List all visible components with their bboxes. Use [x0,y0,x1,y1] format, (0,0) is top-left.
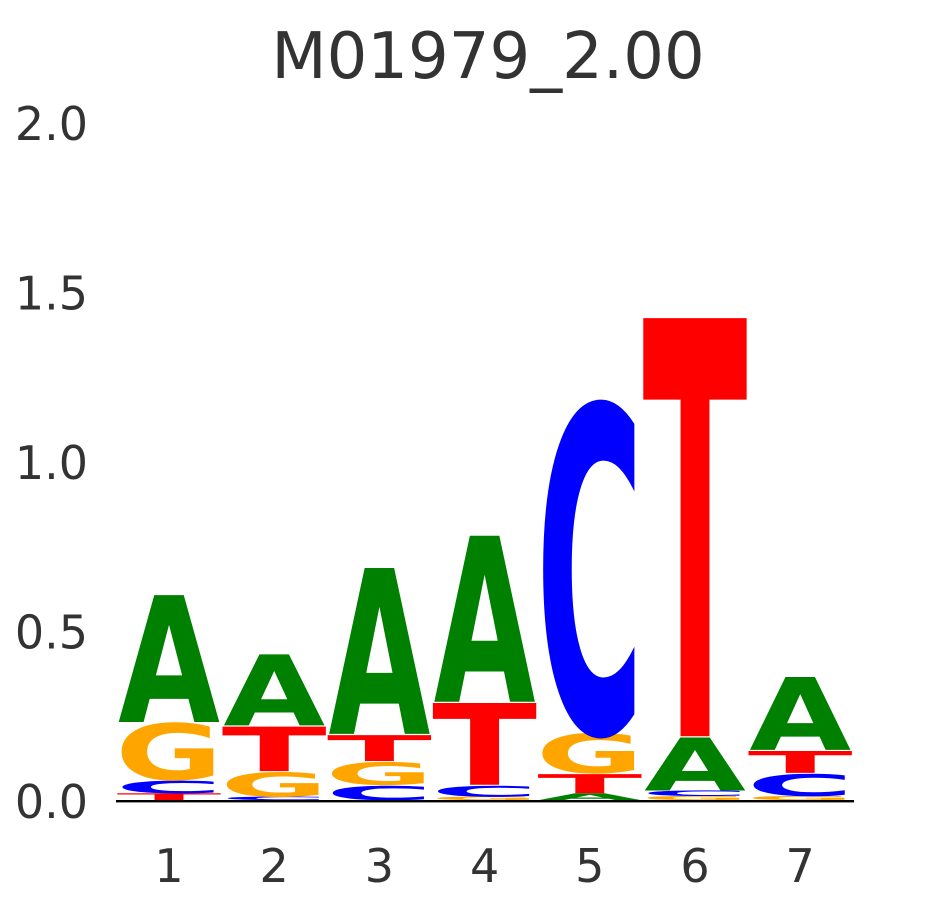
logo-letter-G-pos4: G [431,796,539,801]
logo-letter-A-pos2: A [223,636,325,749]
logo-letter-G-pos2: G [220,766,328,805]
logo-letter-T-pos4: T [432,681,537,812]
logo-letter-G-pos1: G [115,709,223,799]
logo-letter-C-pos6: C [641,789,749,798]
x-tick-label-4: 4 [470,839,499,893]
logo-letter-A-pos3: A [328,522,430,788]
x-tick-label-2: 2 [260,839,289,893]
y-tick-label-1.0: 1.0 [15,436,88,490]
x-tick-label-5: 5 [575,839,604,893]
y-tick-label-2.0: 2.0 [15,97,88,151]
x-tick-label-1: 1 [154,839,183,893]
x-tick-label-6: 6 [680,839,709,893]
logo-letter-C-pos5: C [536,316,644,839]
logo-letter-T-pos5: T [537,769,642,799]
logo-letter-C-pos7: C [746,769,854,804]
logo-letter-T-pos2: T [222,714,327,785]
y-tick-label-0.0: 0.0 [15,775,88,829]
x-tick-label-7: 7 [786,839,815,893]
logo-letter-G-pos7: G [746,795,854,801]
logo-letter-C-pos1: C [115,778,223,798]
logo-letter-T-pos6: T [643,205,749,873]
logo-letter-C-pos2: C [220,796,328,801]
logo-letter-C-pos4: C [431,783,539,800]
x-axis-tick-labels: 1 2 3 4 5 6 7 [154,839,814,893]
logo-letter-T-pos3: T [327,728,432,769]
logo-letter-A-pos7: A [749,658,851,774]
logo-letter-G-pos3: G [325,756,433,792]
logo-letter-C-pos3: C [325,782,433,804]
logo-letter-A-pos6: A [644,724,746,809]
logo-letter-A-pos4: A [434,490,536,756]
logo-letter-A-pos1: A [118,562,220,764]
x-tick-label-3: 3 [365,839,394,893]
logo-letter-A-pos5: A [539,791,641,802]
logo-letter-T-pos1: T [117,791,222,802]
logo-letter-G-pos6: G [641,795,749,801]
logo-letter-T-pos7: T [748,745,853,780]
y-axis-tick-labels: 2.0 1.5 1.0 0.5 0.0 [15,97,88,829]
y-tick-label-0.5: 0.5 [15,606,88,660]
x-axis-line [116,800,854,803]
chart-title: M01979_2.00 [271,20,704,94]
logo-letter-G-pos5: G [536,723,644,786]
y-tick-label-1.5: 1.5 [15,267,88,321]
